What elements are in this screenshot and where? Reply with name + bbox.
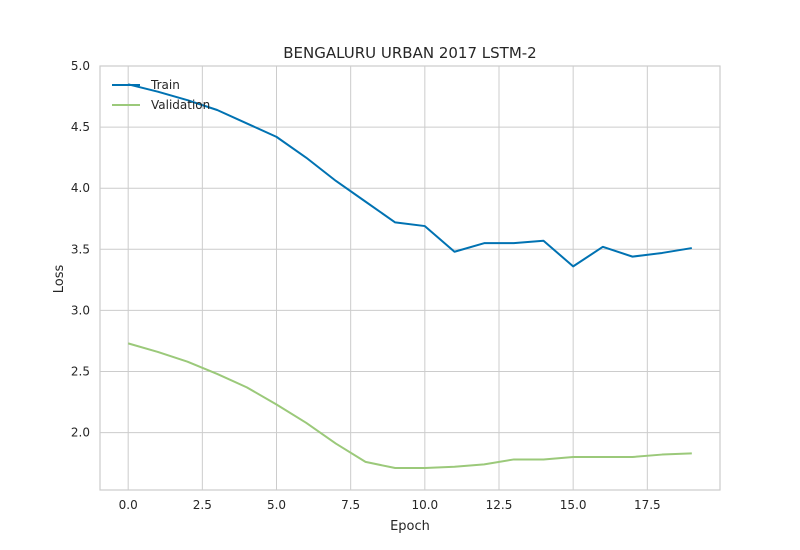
x-tick-label: 12.5 (486, 498, 513, 512)
y-axis-ticks: 2.0 2.5 3.0 3.5 4.0 4.5 5.0 (71, 59, 90, 440)
x-axis-label: Epoch (390, 519, 430, 534)
y-tick-label: 5.0 (71, 59, 90, 73)
plot-area (99, 65, 721, 491)
x-tick-label: 5.0 (267, 498, 286, 512)
y-axis-label: Loss (52, 265, 67, 294)
series-line-train (127, 83, 692, 268)
y-tick-label: 4.0 (71, 181, 90, 195)
x-axis-ticks: 0.0 2.5 5.0 7.5 10.0 12.5 15.0 17.5 (119, 498, 661, 512)
x-tick-label: 17.5 (634, 498, 661, 512)
grid (100, 65, 720, 490)
x-tick-label: 10.0 (411, 498, 438, 512)
x-tick-label: 7.5 (341, 498, 360, 512)
series-line-validation (127, 342, 692, 470)
y-tick-label: 4.5 (71, 120, 90, 134)
legend-label-validation: Validation (151, 98, 210, 112)
legend-label-train: Train (150, 78, 180, 92)
x-tick-label: 15.0 (560, 498, 587, 512)
x-tick-label: 0.0 (119, 498, 138, 512)
y-tick-label: 2.5 (71, 364, 90, 378)
series-lines (127, 83, 692, 470)
chart-title: BENGALURU URBAN 2017 LSTM-2 (283, 44, 536, 62)
y-tick-label: 3.5 (71, 242, 90, 256)
legend: Train Validation (112, 78, 210, 112)
x-tick-label: 2.5 (193, 498, 212, 512)
y-tick-label: 3.0 (71, 303, 90, 317)
y-tick-label: 2.0 (71, 426, 90, 440)
